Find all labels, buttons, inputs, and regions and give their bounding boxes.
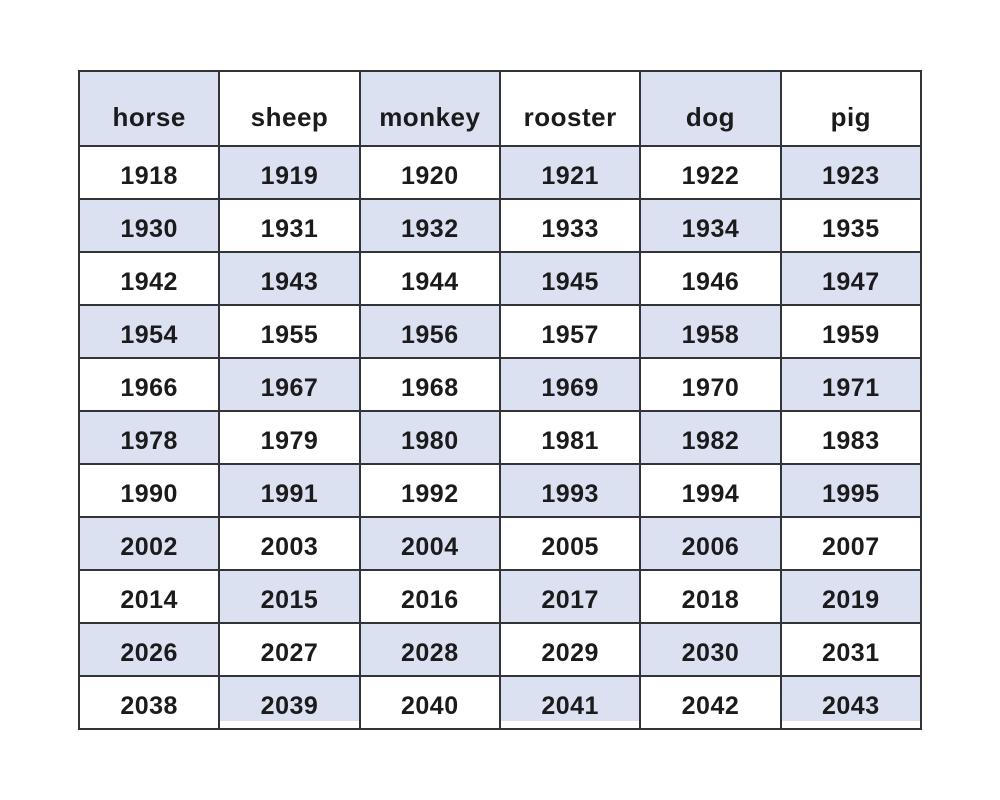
year-cell: 2017 bbox=[498, 569, 642, 624]
year-cell: 1918 bbox=[77, 145, 221, 200]
year-cell: 1995 bbox=[779, 463, 923, 518]
year-cell: 2041 bbox=[498, 675, 642, 730]
year-cell: 1992 bbox=[358, 463, 501, 518]
year-cell: 1957 bbox=[498, 304, 642, 359]
year-cell: 2002 bbox=[77, 516, 221, 571]
table-row: 1990 1991 1992 1993 1994 1995 bbox=[77, 463, 923, 518]
table-row: 1966 1967 1968 1969 1970 1971 bbox=[77, 357, 923, 412]
year-cell: 2018 bbox=[639, 569, 782, 624]
year-cell: 2026 bbox=[77, 622, 221, 677]
chinese-zodiac-years-table: horse sheep monkey rooster dog pig 1918 1919 19… bbox=[77, 70, 923, 730]
year-cell: 1982 bbox=[639, 410, 782, 465]
year-cell: 2007 bbox=[779, 516, 923, 571]
year-cell: 1919 bbox=[218, 145, 361, 200]
year-cell: 1970 bbox=[639, 357, 782, 412]
year-cell: 1934 bbox=[639, 198, 782, 253]
column-header-pig: pig bbox=[779, 70, 923, 147]
year-cell: 2029 bbox=[498, 622, 642, 677]
column-header-rooster: rooster bbox=[498, 70, 642, 147]
table-row: 2002 2003 2004 2005 2006 2007 bbox=[77, 516, 923, 571]
year-cell: 1930 bbox=[77, 198, 221, 253]
column-header-horse: horse bbox=[77, 70, 221, 147]
year-cell: 1932 bbox=[358, 198, 501, 253]
column-header-monkey: monkey bbox=[358, 70, 501, 147]
year-cell: 1979 bbox=[218, 410, 361, 465]
header-row: horse sheep monkey rooster dog pig bbox=[77, 70, 923, 147]
year-cell: 2004 bbox=[358, 516, 501, 571]
year-cell: 1954 bbox=[77, 304, 221, 359]
year-cell: 1945 bbox=[498, 251, 642, 306]
year-cell: 1966 bbox=[77, 357, 221, 412]
table-header: horse sheep monkey rooster dog pig bbox=[77, 70, 923, 147]
year-cell: 1983 bbox=[779, 410, 923, 465]
table-row: 1918 1919 1920 1921 1922 1923 bbox=[77, 145, 923, 200]
year-cell: 2043 bbox=[779, 675, 923, 730]
year-cell: 2031 bbox=[779, 622, 923, 677]
table-row: 1954 1955 1956 1957 1958 1959 bbox=[77, 304, 923, 359]
year-cell: 1923 bbox=[779, 145, 923, 200]
year-cell: 1968 bbox=[358, 357, 501, 412]
year-cell: 1946 bbox=[639, 251, 782, 306]
year-cell: 2005 bbox=[498, 516, 642, 571]
year-cell: 2038 bbox=[77, 675, 221, 730]
year-cell: 1991 bbox=[218, 463, 361, 518]
table-body: 1918 1919 1920 1921 1922 1923 1930 1931 1932 1933… bbox=[77, 145, 923, 730]
year-cell: 1967 bbox=[218, 357, 361, 412]
year-cell: 1959 bbox=[779, 304, 923, 359]
table-row: 1978 1979 1980 1981 1982 1983 bbox=[77, 410, 923, 465]
year-cell: 1978 bbox=[77, 410, 221, 465]
year-cell: 2027 bbox=[218, 622, 361, 677]
year-cell: 1943 bbox=[218, 251, 361, 306]
year-cell: 2006 bbox=[639, 516, 782, 571]
year-cell: 2040 bbox=[358, 675, 501, 730]
year-cell: 1935 bbox=[779, 198, 923, 253]
year-cell: 1933 bbox=[498, 198, 642, 253]
year-cell: 1981 bbox=[498, 410, 642, 465]
year-cell: 2019 bbox=[779, 569, 923, 624]
table-row: 1942 1943 1944 1945 1946 1947 bbox=[77, 251, 923, 306]
table-row: 2038 2039 2040 2041 2042 2043 bbox=[77, 675, 923, 730]
year-cell: 1958 bbox=[639, 304, 782, 359]
year-cell: 1969 bbox=[498, 357, 642, 412]
year-cell: 1971 bbox=[779, 357, 923, 412]
year-cell: 1942 bbox=[77, 251, 221, 306]
year-cell: 1944 bbox=[358, 251, 501, 306]
year-cell: 2030 bbox=[639, 622, 782, 677]
year-cell: 1993 bbox=[498, 463, 642, 518]
year-cell: 1956 bbox=[358, 304, 501, 359]
table-row: 1930 1931 1932 1933 1934 1935 bbox=[77, 198, 923, 253]
year-cell: 2003 bbox=[218, 516, 361, 571]
table-row: 2014 2015 2016 2017 2018 2019 bbox=[77, 569, 923, 624]
year-cell: 1931 bbox=[218, 198, 361, 253]
year-cell: 1947 bbox=[779, 251, 923, 306]
table-row: 2026 2027 2028 2029 2030 2031 bbox=[77, 622, 923, 677]
year-cell: 2014 bbox=[77, 569, 221, 624]
year-cell: 2042 bbox=[639, 675, 782, 730]
year-cell: 2028 bbox=[358, 622, 501, 677]
year-cell: 1994 bbox=[639, 463, 782, 518]
column-header-dog: dog bbox=[639, 70, 782, 147]
year-cell: 1920 bbox=[358, 145, 501, 200]
year-cell: 1922 bbox=[639, 145, 782, 200]
year-cell: 2016 bbox=[358, 569, 501, 624]
year-cell: 1980 bbox=[358, 410, 501, 465]
year-cell: 1955 bbox=[218, 304, 361, 359]
year-cell: 1921 bbox=[498, 145, 642, 200]
year-cell: 2039 bbox=[218, 675, 361, 730]
year-cell: 2015 bbox=[218, 569, 361, 624]
column-header-sheep: sheep bbox=[218, 70, 361, 147]
year-cell: 1990 bbox=[77, 463, 221, 518]
